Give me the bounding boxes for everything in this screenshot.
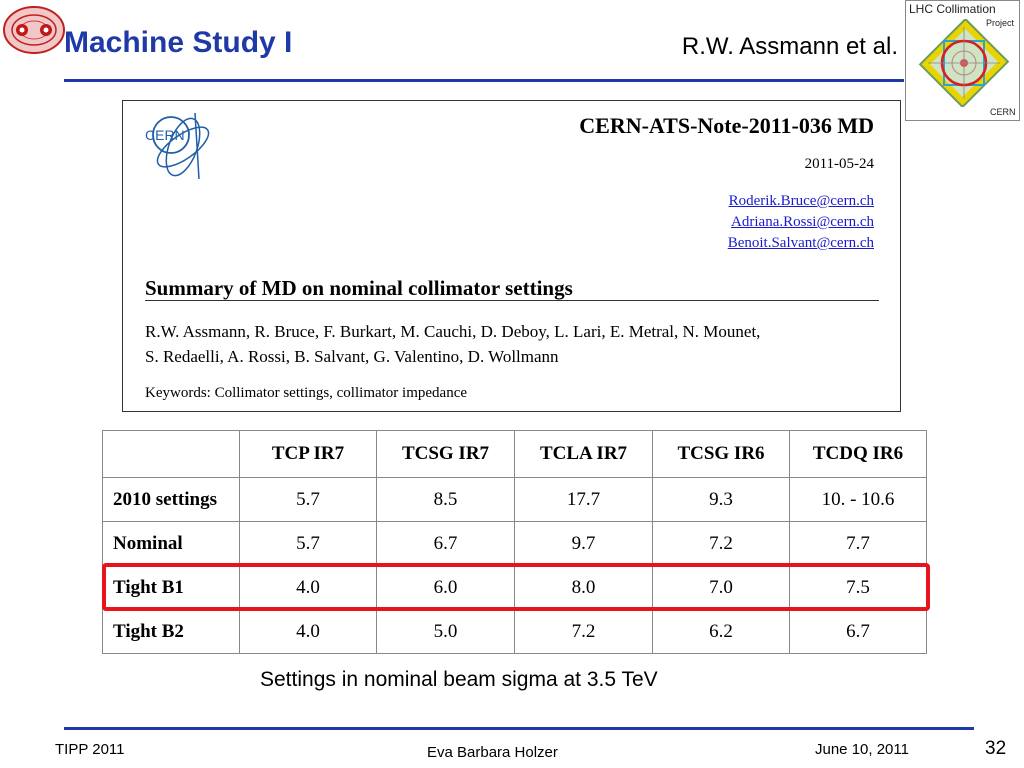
table-cell: 5.7 bbox=[239, 521, 377, 566]
table-row: Tight B2 4.0 5.0 7.2 6.2 6.7 bbox=[102, 609, 927, 654]
row-highlight-box bbox=[102, 563, 930, 611]
slide-title: Machine Study I bbox=[64, 26, 293, 59]
slide-author: R.W. Assmann et al. bbox=[681, 33, 898, 60]
cern-logo-icon bbox=[152, 112, 210, 180]
note-authors-line: R.W. Assmann, R. Bruce, F. Burkart, M. C… bbox=[145, 322, 761, 341]
header-rule bbox=[64, 79, 904, 82]
page-number: 32 bbox=[985, 738, 1007, 759]
table-cell: 6.7 bbox=[789, 609, 927, 654]
table-cell: 6.7 bbox=[376, 521, 515, 566]
note-keywords: Keywords: Collimator settings, collimato… bbox=[145, 385, 468, 401]
table-header-cell: TCSG IR6 bbox=[652, 430, 790, 478]
table-cell: 4.0 bbox=[239, 609, 377, 654]
note-id: CERN-ATS-Note-2011-036 MD bbox=[579, 113, 874, 138]
collimation-emblem-icon bbox=[918, 19, 1010, 107]
footer-date: June 10, 2011 bbox=[815, 741, 909, 758]
table-header-cell: TCP IR7 bbox=[239, 430, 377, 478]
table-cell: 5.0 bbox=[376, 609, 515, 654]
table-cell: 8.0 bbox=[514, 565, 653, 610]
table-header-cell: TCLA IR7 bbox=[514, 430, 653, 478]
table-cell: 9.7 bbox=[514, 521, 653, 566]
lhc-magnet-logo bbox=[3, 6, 65, 54]
note-divider bbox=[145, 300, 879, 301]
footer-conference: TIPP 2011 bbox=[55, 741, 125, 758]
table-row: 2010 settings 5.7 8.5 17.7 9.3 10. - 10.… bbox=[102, 477, 927, 522]
email-link[interactable]: Adriana.Rossi@cern.ch bbox=[731, 214, 874, 230]
table-cell: 7.0 bbox=[652, 565, 790, 610]
table-header-cell bbox=[102, 430, 240, 478]
table-cell: 9.3 bbox=[652, 477, 790, 522]
logo-line2: Project bbox=[986, 18, 1015, 28]
email-link[interactable]: Benoit.Salvant@cern.ch bbox=[727, 235, 874, 251]
row-label: Tight B1 bbox=[102, 565, 240, 610]
note-heading: Summary of MD on nominal collimator sett… bbox=[145, 276, 573, 300]
table-header-cell: TCDQ IR6 bbox=[789, 430, 927, 478]
note-date: 2011-05-24 bbox=[804, 156, 874, 172]
table-cell: 10. - 10.6 bbox=[789, 477, 927, 522]
table-caption: Settings in nominal beam sigma at 3.5 Te… bbox=[260, 668, 658, 691]
footer-presenter: Eva Barbara Holzer bbox=[427, 744, 558, 761]
row-label: Nominal bbox=[102, 521, 240, 566]
table-cell: 7.2 bbox=[652, 521, 790, 566]
row-label: Tight B2 bbox=[102, 609, 240, 654]
row-label: 2010 settings bbox=[102, 477, 240, 522]
footer-rule bbox=[64, 727, 974, 730]
lhc-collimation-logo: LHC Collimation Project CERN bbox=[905, 0, 1020, 121]
table-cell: 8.5 bbox=[376, 477, 515, 522]
note-excerpt: CERN CERN-ATS-Note-2011-036 MD 2011-05-2… bbox=[122, 100, 901, 412]
table-row: Nominal 5.7 6.7 9.7 7.2 7.7 bbox=[102, 521, 927, 566]
note-authors: R.W. Assmann, R. Bruce, F. Burkart, M. C… bbox=[145, 319, 875, 369]
table-cell: 4.0 bbox=[239, 565, 377, 610]
table-cell: 7.7 bbox=[789, 521, 927, 566]
email-link[interactable]: Roderik.Bruce@cern.ch bbox=[728, 193, 874, 209]
logo-line1: LHC Collimation bbox=[909, 2, 996, 16]
table-cell: 7.2 bbox=[514, 609, 653, 654]
table-cell: 6.2 bbox=[652, 609, 790, 654]
note-authors-line: S. Redaelli, A. Rossi, B. Salvant, G. Va… bbox=[145, 347, 559, 366]
table-row: Tight B1 4.0 6.0 8.0 7.0 7.5 bbox=[102, 565, 927, 610]
logo-line3: CERN bbox=[990, 107, 1016, 117]
cern-logo-text: CERN bbox=[145, 127, 185, 143]
table-header-cell: TCSG IR7 bbox=[376, 430, 515, 478]
table-cell: 17.7 bbox=[514, 477, 653, 522]
collimator-settings-table: TCP IR7 TCSG IR7 TCLA IR7 TCSG IR6 TCDQ … bbox=[102, 430, 927, 654]
table-header-row: TCP IR7 TCSG IR7 TCLA IR7 TCSG IR6 TCDQ … bbox=[102, 430, 927, 478]
table-cell: 5.7 bbox=[239, 477, 377, 522]
